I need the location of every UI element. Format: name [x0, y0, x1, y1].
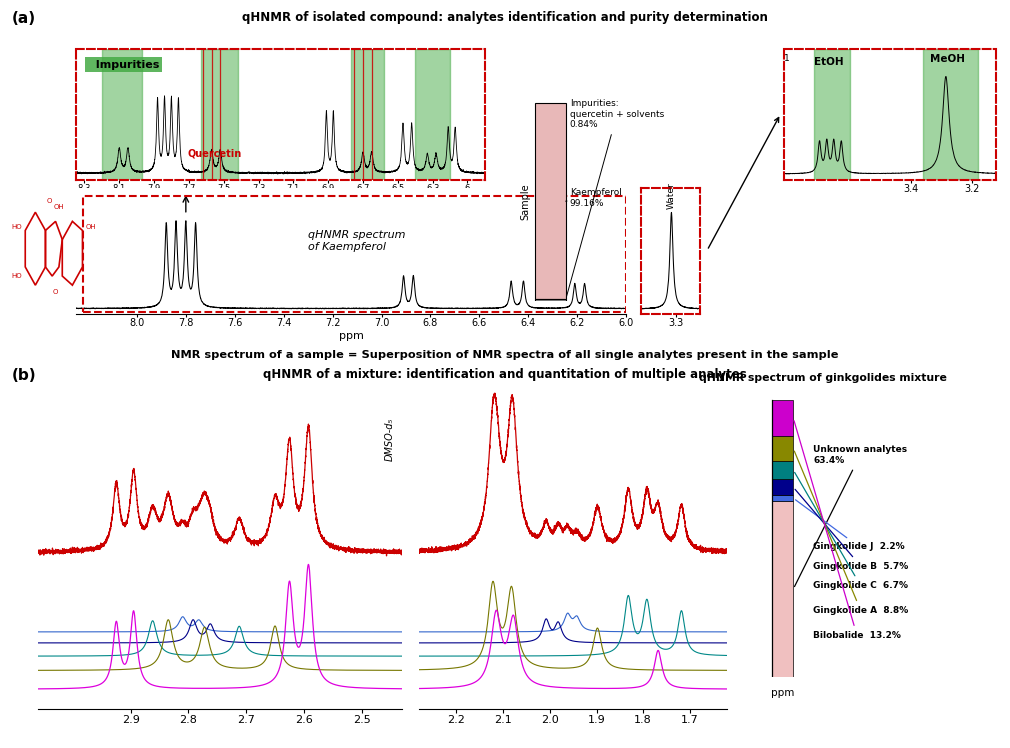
Bar — [415, 49, 450, 180]
Text: DMSO-d₅: DMSO-d₅ — [384, 417, 394, 461]
Text: ppm: ppm — [771, 688, 795, 698]
Bar — [535, 299, 566, 301]
Bar — [535, 103, 566, 299]
Bar — [350, 49, 384, 180]
Text: 1: 1 — [784, 54, 790, 63]
Text: Gingkolide J  2.2%: Gingkolide J 2.2% — [796, 500, 905, 551]
Text: Gingkolide C  6.7%: Gingkolide C 6.7% — [795, 473, 908, 590]
Text: Water: Water — [667, 183, 676, 209]
Text: Bilobalide  13.2%: Bilobalide 13.2% — [794, 420, 901, 640]
Bar — [923, 49, 978, 180]
Bar — [773, 461, 793, 479]
Text: Impurities:
quercetin + solvents
0.84%: Impurities: quercetin + solvents 0.84% — [567, 99, 665, 297]
Text: qHNMR spectrum
of Kaempferol: qHNMR spectrum of Kaempferol — [308, 230, 406, 252]
Text: qHNMR of isolated compound: analytes identification and purity determination: qHNMR of isolated compound: analytes ide… — [242, 11, 768, 24]
Bar — [773, 436, 793, 461]
Text: (b): (b) — [12, 368, 36, 383]
Text: Impurities: Impurities — [88, 60, 160, 70]
Bar — [773, 399, 793, 436]
Text: OH: OH — [86, 224, 97, 230]
Text: O: O — [46, 198, 52, 204]
X-axis label: ppm: ppm — [338, 331, 364, 341]
Bar — [773, 495, 793, 501]
Text: HO: HO — [11, 224, 22, 230]
Text: Gingkolide A  8.8%: Gingkolide A 8.8% — [794, 451, 908, 615]
Bar — [814, 49, 850, 180]
Text: Sample: Sample — [520, 184, 530, 221]
Bar — [773, 479, 793, 495]
Text: qHNMR spectrum of ginkgolides mixture: qHNMR spectrum of ginkgolides mixture — [699, 373, 947, 382]
Text: OH: OH — [54, 203, 65, 209]
Text: Gingkolide B  5.7%: Gingkolide B 5.7% — [795, 489, 908, 571]
Text: Kaempferol
99.16%: Kaempferol 99.16% — [566, 188, 622, 208]
Text: HO: HO — [11, 273, 22, 279]
Text: Unknown analytes
63.4%: Unknown analytes 63.4% — [795, 446, 907, 586]
Text: MeOH: MeOH — [930, 54, 965, 64]
Text: qHNMR of a mixture: identification and quantitation of multiple analytes: qHNMR of a mixture: identification and q… — [264, 368, 746, 381]
Bar — [102, 49, 141, 180]
Bar — [773, 501, 793, 677]
Text: O: O — [53, 289, 59, 295]
Text: NMR spectrum of a sample = Superposition of NMR spectra of all single analytes p: NMR spectrum of a sample = Superposition… — [172, 350, 838, 361]
Text: Quercetin: Quercetin — [188, 149, 242, 159]
Bar — [201, 49, 237, 180]
Text: (a): (a) — [12, 11, 36, 26]
Text: EtOH: EtOH — [814, 57, 844, 67]
